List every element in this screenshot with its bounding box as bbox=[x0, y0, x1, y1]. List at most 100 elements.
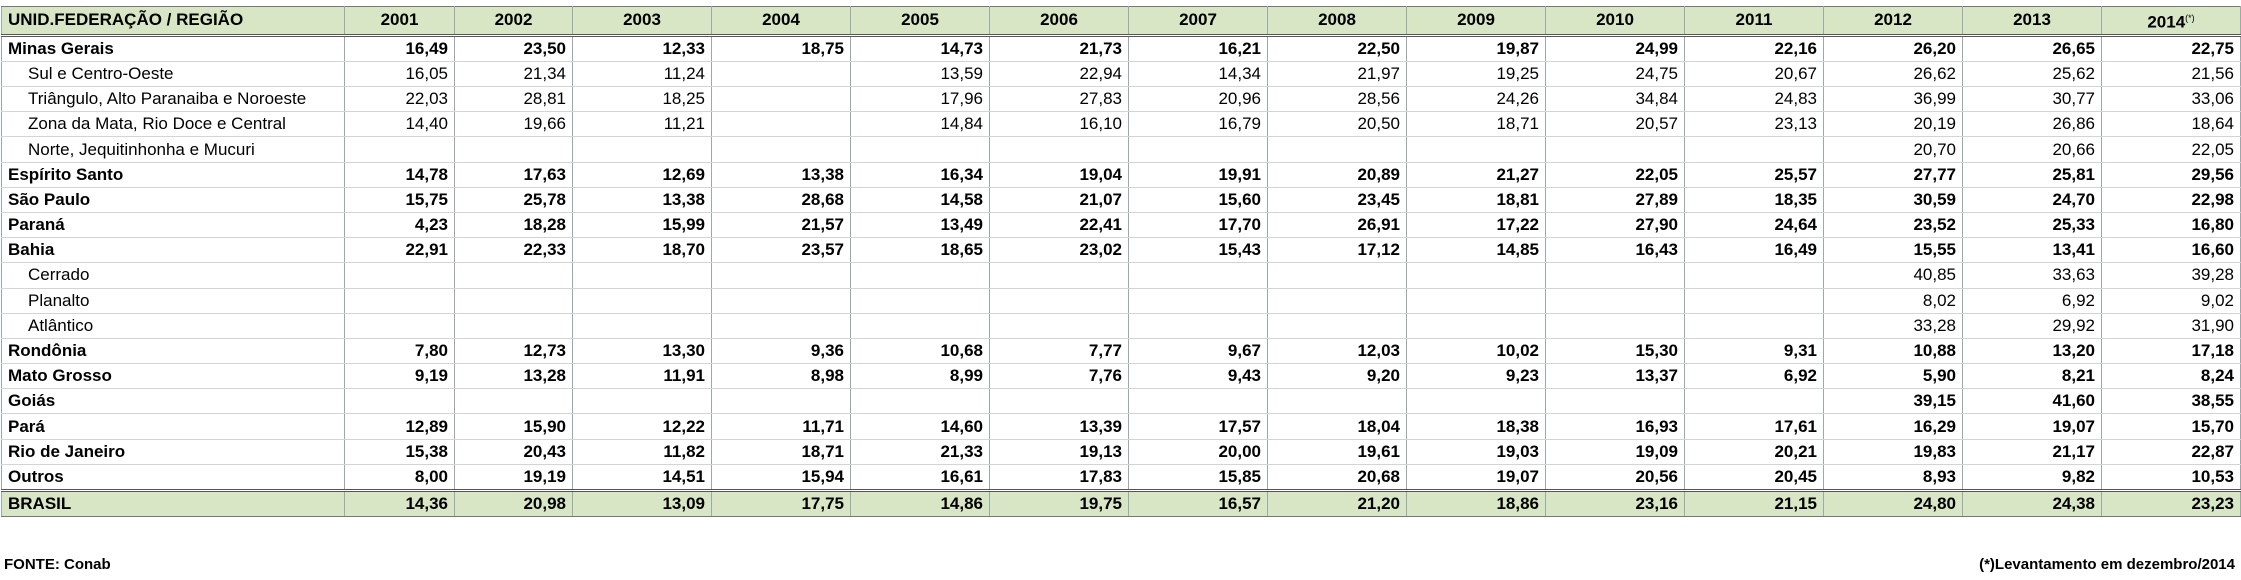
value-cell: 11,24 bbox=[572, 61, 712, 88]
value-cell: 15,85 bbox=[1128, 464, 1268, 492]
value-cell: 28,56 bbox=[1267, 86, 1407, 113]
value-cell bbox=[1545, 388, 1685, 415]
row-label: Paraná bbox=[1, 212, 345, 239]
value-cell bbox=[989, 288, 1129, 314]
value-cell: 18,38 bbox=[1406, 413, 1546, 440]
table-row: Planalto 8,02 6,92 9,02 bbox=[1, 288, 2241, 314]
value-cell: 14,73 bbox=[850, 35, 990, 62]
table-row: Sul e Centro-Oeste 16,05 21,34 11,24 13,59 22… bbox=[1, 61, 2241, 88]
value-cell: 7,80 bbox=[344, 338, 455, 365]
table-row: Mato Grosso 9,19 13,28 11,91 8,98 8,99 7,76 9,4… bbox=[1, 363, 2241, 390]
value-cell: 16,05 bbox=[344, 61, 455, 88]
value-cell: 23,16 bbox=[1545, 489, 1685, 518]
value-cell: 25,57 bbox=[1684, 162, 1824, 188]
value-cell: 19,04 bbox=[989, 162, 1129, 188]
value-cell: 24,83 bbox=[1684, 86, 1824, 113]
value-cell: 19,87 bbox=[1406, 35, 1546, 62]
header-cell: UNID.FEDERAÇÃO / REGIÃO bbox=[1, 6, 345, 37]
value-cell bbox=[850, 388, 990, 415]
header-cell: 2010 bbox=[1545, 6, 1685, 37]
value-cell bbox=[1545, 288, 1685, 314]
value-cell: 14,40 bbox=[344, 111, 455, 138]
value-cell: 9,02 bbox=[2101, 288, 2241, 314]
value-cell bbox=[1267, 313, 1407, 339]
value-cell: 14,60 bbox=[850, 413, 990, 440]
value-cell: 21,33 bbox=[850, 439, 990, 465]
header-year: 2003 bbox=[623, 10, 661, 30]
value-cell: 23,57 bbox=[711, 237, 851, 264]
value-cell: 20,68 bbox=[1267, 464, 1407, 492]
value-cell: 8,24 bbox=[2101, 363, 2241, 390]
value-cell: 8,99 bbox=[850, 363, 990, 390]
value-cell: 11,71 bbox=[711, 413, 851, 440]
row-label: Zona da Mata, Rio Doce e Central bbox=[1, 111, 345, 138]
value-cell: 16,79 bbox=[1128, 111, 1268, 138]
value-cell: 22,41 bbox=[989, 212, 1129, 239]
value-cell: 20,57 bbox=[1545, 111, 1685, 138]
value-cell: 24,26 bbox=[1406, 86, 1546, 113]
value-cell: 16,10 bbox=[989, 111, 1129, 138]
row-label: Atlântico bbox=[1, 313, 345, 339]
table-row: Rio de Janeiro 15,38 20,43 11,82 18,71 21,33 1… bbox=[1, 439, 2241, 465]
row-label: Rio de Janeiro bbox=[1, 439, 345, 465]
value-cell: 40,85 bbox=[1823, 262, 1963, 289]
value-cell: 30,77 bbox=[1962, 86, 2102, 113]
value-cell: 19,19 bbox=[454, 464, 573, 492]
value-cell bbox=[850, 313, 990, 339]
value-cell: 14,84 bbox=[850, 111, 990, 138]
value-cell: 19,13 bbox=[989, 439, 1129, 465]
value-cell: 16,93 bbox=[1545, 413, 1685, 440]
value-cell: 18,64 bbox=[2101, 111, 2241, 138]
value-cell: 13,38 bbox=[572, 187, 712, 213]
value-cell: 6,92 bbox=[1684, 363, 1824, 390]
row-label: Planalto bbox=[1, 288, 345, 314]
header-cell: 2009 bbox=[1406, 6, 1546, 37]
table-row: Zona da Mata, Rio Doce e Central 14,40 19,… bbox=[1, 111, 2241, 138]
value-cell: 29,92 bbox=[1962, 313, 2102, 339]
header-cell: 2003 bbox=[572, 6, 712, 37]
table-row: Pará 12,89 15,90 12,22 11,71 14,60 13,39 17,57 1… bbox=[1, 413, 2241, 440]
row-label: Rondônia bbox=[1, 338, 345, 365]
value-cell: 18,75 bbox=[711, 35, 851, 62]
value-cell: 17,18 bbox=[2101, 338, 2241, 365]
value-cell: 23,02 bbox=[989, 237, 1129, 264]
value-cell bbox=[1684, 288, 1824, 314]
value-cell: 25,81 bbox=[1962, 162, 2102, 188]
value-cell: 24,70 bbox=[1962, 187, 2102, 213]
value-cell bbox=[1684, 388, 1824, 415]
value-cell bbox=[454, 388, 573, 415]
value-cell: 14,34 bbox=[1128, 61, 1268, 88]
value-cell bbox=[989, 313, 1129, 339]
header-year: 2011 bbox=[1735, 10, 1773, 30]
value-cell: 22,75 bbox=[2101, 35, 2241, 62]
value-cell bbox=[1128, 262, 1268, 289]
value-cell bbox=[1128, 136, 1268, 163]
row-label: Espírito Santo bbox=[1, 162, 345, 188]
value-cell: 12,22 bbox=[572, 413, 712, 440]
value-cell: 33,28 bbox=[1823, 313, 1963, 339]
value-cell: 20,70 bbox=[1823, 136, 1963, 163]
value-cell bbox=[1545, 262, 1685, 289]
value-cell bbox=[344, 313, 455, 339]
value-cell: 18,04 bbox=[1267, 413, 1407, 440]
value-cell: 20,89 bbox=[1267, 162, 1407, 188]
value-cell: 23,23 bbox=[2101, 489, 2241, 518]
table-row: Bahia 22,91 22,33 18,70 23,57 18,65 23,02 15,43… bbox=[1, 237, 2241, 264]
value-cell: 17,12 bbox=[1267, 237, 1407, 264]
value-cell: 29,56 bbox=[2101, 162, 2241, 188]
value-cell bbox=[989, 136, 1129, 163]
value-cell: 24,75 bbox=[1545, 61, 1685, 88]
value-cell: 24,99 bbox=[1545, 35, 1685, 62]
value-cell: 20,21 bbox=[1684, 439, 1824, 465]
value-cell: 22,16 bbox=[1684, 35, 1824, 62]
value-cell: 8,21 bbox=[1962, 363, 2102, 390]
header-cell: 2008 bbox=[1267, 6, 1407, 37]
header-year: 2010 bbox=[1596, 10, 1634, 30]
header-cell: 2005 bbox=[850, 6, 990, 37]
value-cell: 20,66 bbox=[1962, 136, 2102, 163]
value-cell: 36,99 bbox=[1823, 86, 1963, 113]
header-year: 2014 bbox=[2147, 12, 2186, 32]
value-cell: 20,19 bbox=[1823, 111, 1963, 138]
value-cell bbox=[711, 136, 851, 163]
value-cell: 10,53 bbox=[2101, 464, 2241, 492]
